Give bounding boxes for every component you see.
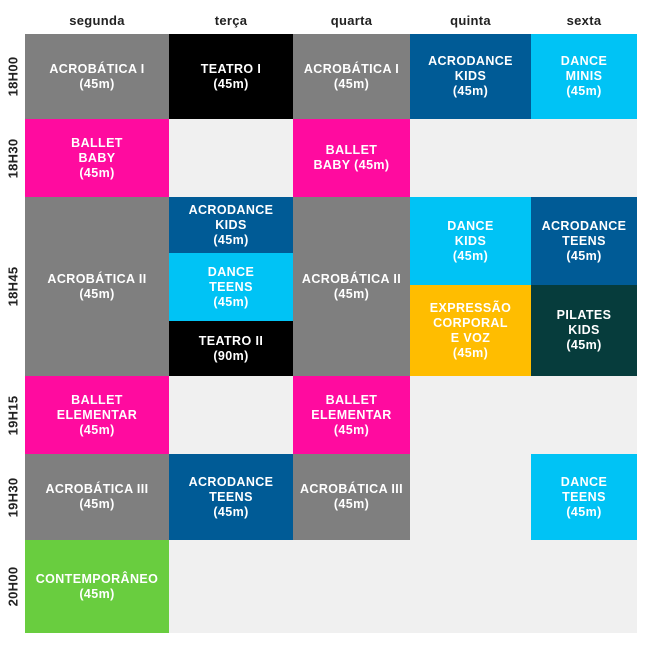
time-label-18h45: 18H45 — [5, 266, 21, 307]
empty-slot — [169, 376, 293, 454]
class-ballet-elementar-quarta: BALLET ELEMENTAR (45m) — [293, 376, 410, 454]
empty-slot — [169, 540, 293, 633]
class-acrodance-teens-sexta: ACRODANCE TEENS (45m) — [531, 197, 637, 285]
time-label-18h00: 18H00 — [5, 56, 21, 97]
class-pilates-kids-sexta: PILATES KIDS (45m) — [531, 285, 637, 376]
class-teatro-1-terca: TEATRO I (45m) — [169, 34, 293, 119]
time-label-20h00: 20H00 — [5, 566, 21, 607]
day-header-quarta: quarta — [330, 13, 373, 28]
class-acrobatica-3-segunda: ACROBÁTICA III (45m) — [25, 454, 169, 540]
class-acrodance-teens-terca: ACRODANCE TEENS (45m) — [169, 454, 293, 540]
class-contemporaneo-segunda: CONTEMPORÂNEO (45m) — [25, 540, 169, 633]
empty-slot — [410, 454, 531, 540]
time-label-19h15: 19H15 — [5, 395, 21, 435]
class-dance-teens-terca: DANCE TEENS (45m) — [169, 253, 293, 321]
class-dance-teens-sexta: DANCE TEENS (45m) — [531, 454, 637, 540]
class-acrodance-kids-quinta: ACRODANCE KIDS (45m) — [410, 34, 531, 119]
day-header-sexta: sexta — [566, 13, 602, 28]
day-header-quinta: quinta — [450, 13, 491, 28]
day-header-segunda: segunda — [69, 13, 125, 28]
class-dance-minis-sexta: DANCE MINIS (45m) — [531, 34, 637, 119]
empty-slot — [531, 376, 637, 454]
empty-slot — [410, 376, 531, 454]
class-acrobatica-3-quarta: ACROBÁTICA III (45m) — [293, 454, 410, 540]
class-dance-kids-quinta: DANCE KIDS (45m) — [410, 197, 531, 285]
class-acrobatica-1-quarta: ACROBÁTICA I (45m) — [293, 34, 410, 119]
day-header-terca: terça — [214, 13, 248, 28]
class-expressao-corporal-quinta: EXPRESSÃO CORPORAL E VOZ (45m) — [410, 285, 531, 376]
empty-slot — [410, 540, 531, 633]
empty-slot — [531, 119, 637, 197]
empty-slot — [531, 540, 637, 633]
class-acrobatica-1-segunda: ACROBÁTICA I (45m) — [25, 34, 169, 119]
class-acrobatica-2-segunda: ACROBÁTICA II (45m) — [25, 197, 169, 376]
empty-slot — [410, 119, 531, 197]
class-teatro-2-terca: TEATRO II (90m) — [169, 321, 293, 376]
class-acrodance-kids-terca: ACRODANCE KIDS (45m) — [169, 197, 293, 253]
time-label-19h30: 19H30 — [5, 477, 21, 517]
class-ballet-elementar-segunda: BALLET ELEMENTAR (45m) — [25, 376, 169, 454]
time-label-18h30: 18H30 — [5, 138, 21, 178]
empty-slot — [293, 540, 410, 633]
empty-slot — [169, 119, 293, 197]
class-acrobatica-2-quarta: ACROBÁTICA II (45m) — [293, 197, 410, 376]
class-ballet-baby-quarta: BALLET BABY (45m) — [293, 119, 410, 197]
class-ballet-baby-segunda: BALLET BABY (45m) — [25, 119, 169, 197]
